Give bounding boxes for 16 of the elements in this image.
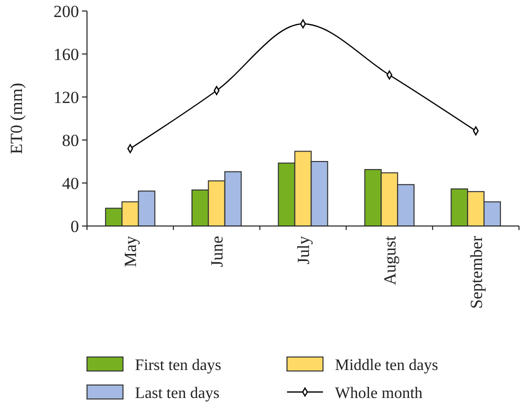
y-axis-title: ET0 (mm) (7, 82, 26, 154)
y-tick-label: 160 (54, 44, 79, 64)
legend-label: Whole month (335, 385, 423, 402)
x-tick-label: July (294, 236, 313, 264)
legend-label: Last ten days (135, 385, 220, 402)
y-tick-label: 80 (62, 130, 79, 150)
legend-label: First ten days (135, 357, 222, 374)
x-tick-label: September (466, 236, 486, 309)
y-tick-label: 200 (54, 2, 79, 21)
legend-label: Middle ten days (335, 357, 438, 374)
x-tick-label: August (380, 236, 400, 286)
y-tick-label: 120 (54, 88, 79, 107)
y-tick-label: 0 (70, 216, 79, 236)
x-tick-label: May (121, 236, 140, 268)
y-tick-label: 40 (62, 174, 79, 193)
x-tick-label: June (208, 236, 227, 268)
